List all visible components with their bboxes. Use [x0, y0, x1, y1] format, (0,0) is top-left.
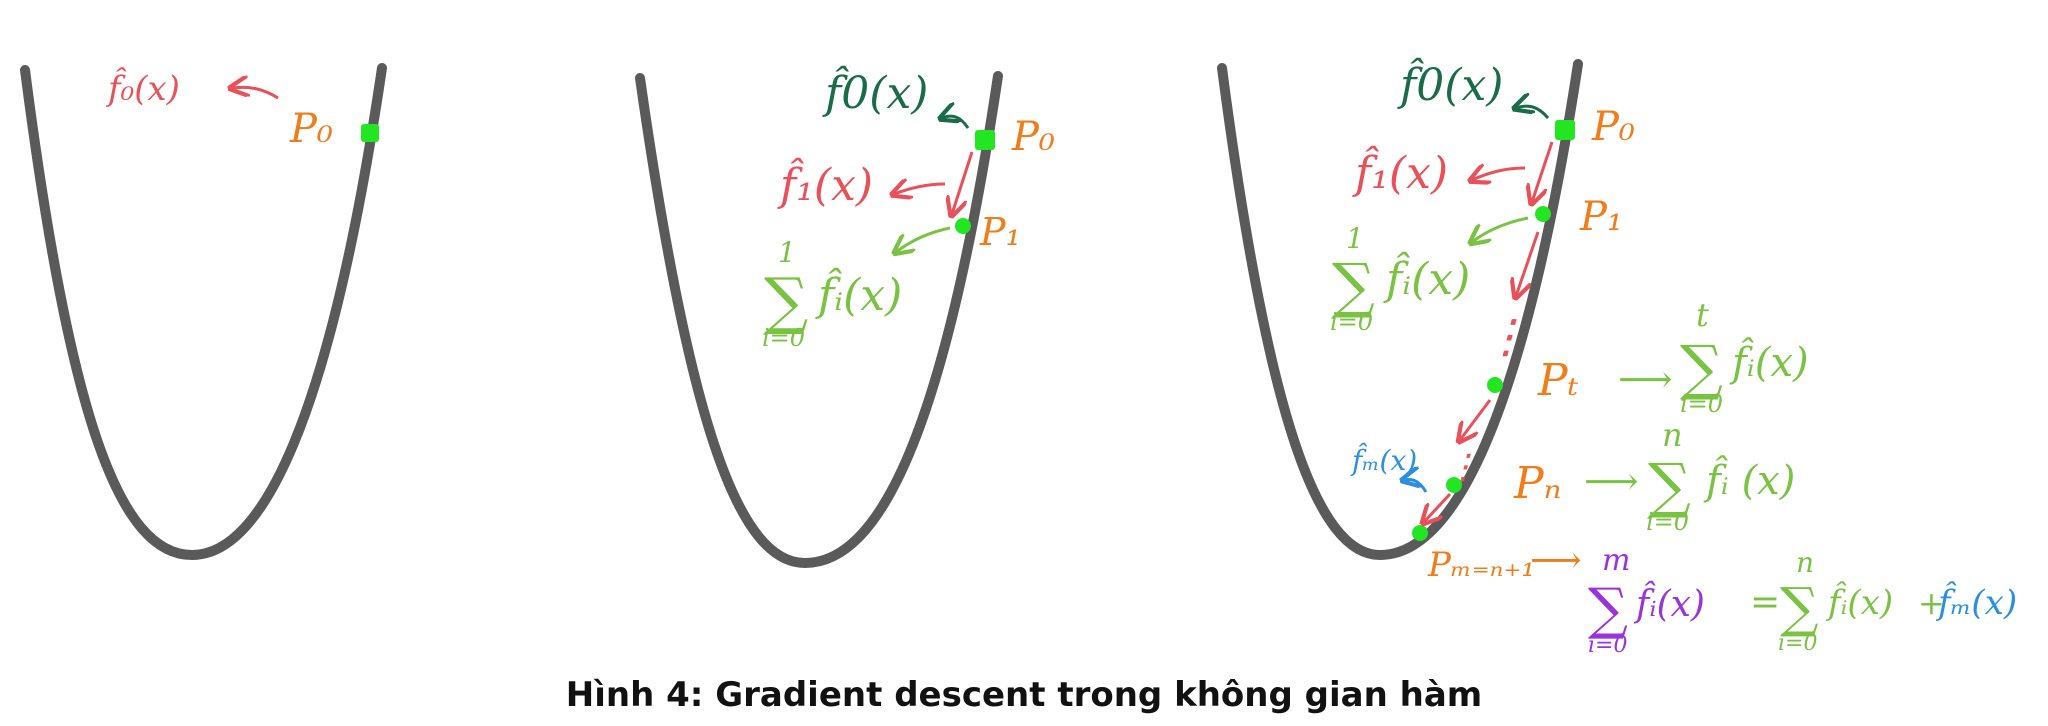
sum-sigma: ∑ — [764, 264, 808, 337]
label-p0: P₀ — [1591, 104, 1635, 150]
label-p1: P₁ — [979, 210, 1021, 254]
arrow-p0-to-f0 — [1516, 106, 1550, 119]
summ-upper-limit: m — [1602, 543, 1630, 578]
point-p1 — [955, 218, 971, 234]
parabola-curve-1 — [20, 63, 387, 561]
point-pt — [1487, 377, 1503, 393]
label-pm: Pₘ₌ₙ₊₁ — [1427, 545, 1535, 585]
parabola-curve-3 — [1217, 59, 1583, 561]
sumt-upper-limit: t — [1696, 296, 1709, 334]
equals-sign: = — [1750, 582, 1780, 623]
sumt-lower-limit: i=0 — [1680, 390, 1723, 418]
panel-2: f̂0(x) P₀ f̂₁(x) P₁ 1 ∑ i=0 f̂ᵢ(x) — [635, 64, 1055, 569]
pm-arrow: ⟶ — [1530, 540, 1582, 581]
label-f0-hat: f̂0(x) — [1397, 56, 1503, 111]
point-p0 — [1555, 120, 1575, 140]
summ-term: f̂ᵢ(x) — [1633, 581, 1705, 625]
point-p0 — [361, 124, 379, 142]
sumn-term: f̂ᵢ (x) — [1703, 456, 1795, 504]
parabola-curve-2 — [635, 71, 1003, 569]
label-f1-hat: f̂₁(x) — [777, 156, 873, 211]
label-pn: Pₙ — [1513, 458, 1561, 509]
arrow-step-p0-to-p1 — [1532, 141, 1554, 202]
arrow-step-p0-to-p1 — [952, 151, 974, 214]
arrow-step-pt-down — [1460, 399, 1492, 440]
sum1-term: f̂ᵢ(x) — [1383, 250, 1470, 305]
point-p0 — [975, 130, 995, 150]
arrow-p1-to-sum1 — [1472, 216, 1529, 242]
ellipsis-dots-2: ⋮ — [1446, 447, 1480, 487]
sum1-upper-limit: 1 — [1346, 222, 1364, 255]
pt-arrow: ⟶ — [1618, 357, 1672, 401]
pn-arrow: ⟶ — [1584, 459, 1638, 503]
arrow-p0-to-f0 — [232, 87, 279, 100]
label-p0: P₀ — [289, 106, 333, 152]
arrow-step-pn-down — [1424, 492, 1452, 522]
point-pn — [1446, 477, 1462, 493]
point-p1 — [1535, 206, 1551, 222]
sum-term: f̂ᵢ(x) — [815, 266, 902, 321]
label-fm-hat-final: f̂ₘ(x) — [1935, 581, 2017, 623]
label-f1-hat: f̂₁(x) — [1352, 144, 1448, 199]
label-pt: Pₜ — [1537, 355, 1579, 406]
summ-sigma: ∑ — [1588, 577, 1628, 642]
figure-caption: Hình 4: Gradient descent trong không gia… — [566, 675, 1482, 715]
summ-lower-limit: i=0 — [1588, 633, 1627, 658]
ellipsis-dots-1: ⋮ — [1483, 309, 1529, 363]
panel-1: f̂₀(x) P₀ — [20, 63, 387, 561]
sum1-lower-limit: i=0 — [1330, 308, 1373, 336]
sum-lower-limit: i=0 — [762, 324, 805, 352]
arrow-pm-to-fm — [1404, 480, 1428, 493]
label-p0: P₀ — [1011, 114, 1055, 160]
sumt-sigma: ∑ — [1680, 333, 1723, 403]
arrow-p0-to-f0 — [942, 116, 970, 129]
arrow-step-p1-down — [1516, 231, 1540, 296]
sum1-sigma: ∑ — [1332, 251, 1375, 321]
sumn-upper-limit: n — [1662, 416, 1683, 454]
sumt-term: f̂ᵢ(x) — [1729, 338, 1809, 386]
plus-sign: + — [1918, 584, 1945, 622]
sum-upper-limit: 1 — [778, 236, 796, 269]
sumn2-term: f̂ᵢ(x) — [1825, 581, 1893, 623]
panel-3: f̂0(x) P₀ f̂₁(x) P₁ 1 ∑ i=0 f̂ᵢ(x) ⋮ ⋮ P… — [1217, 56, 2017, 658]
sumn-lower-limit: i=0 — [1646, 508, 1689, 536]
arrow-p0-to-f1 — [1472, 168, 1526, 180]
label-f0-hat: f̂0(x) — [822, 64, 928, 119]
sumn2-lower-limit: i=0 — [1778, 631, 1817, 656]
arrow-p0-to-f1 — [894, 184, 946, 194]
arrow-p1-to-sum — [896, 226, 951, 252]
sumn2-upper-limit: n — [1796, 546, 1814, 579]
label-f0-hat: f̂₀(x) — [105, 67, 180, 109]
sumn-sigma: ∑ — [1648, 451, 1691, 521]
label-p1: P₁ — [1579, 194, 1623, 240]
sumn2-sigma: ∑ — [1780, 576, 1819, 639]
point-pm — [1412, 525, 1428, 541]
label-fm-hat: f̂ₘ(x) — [1350, 443, 1417, 477]
